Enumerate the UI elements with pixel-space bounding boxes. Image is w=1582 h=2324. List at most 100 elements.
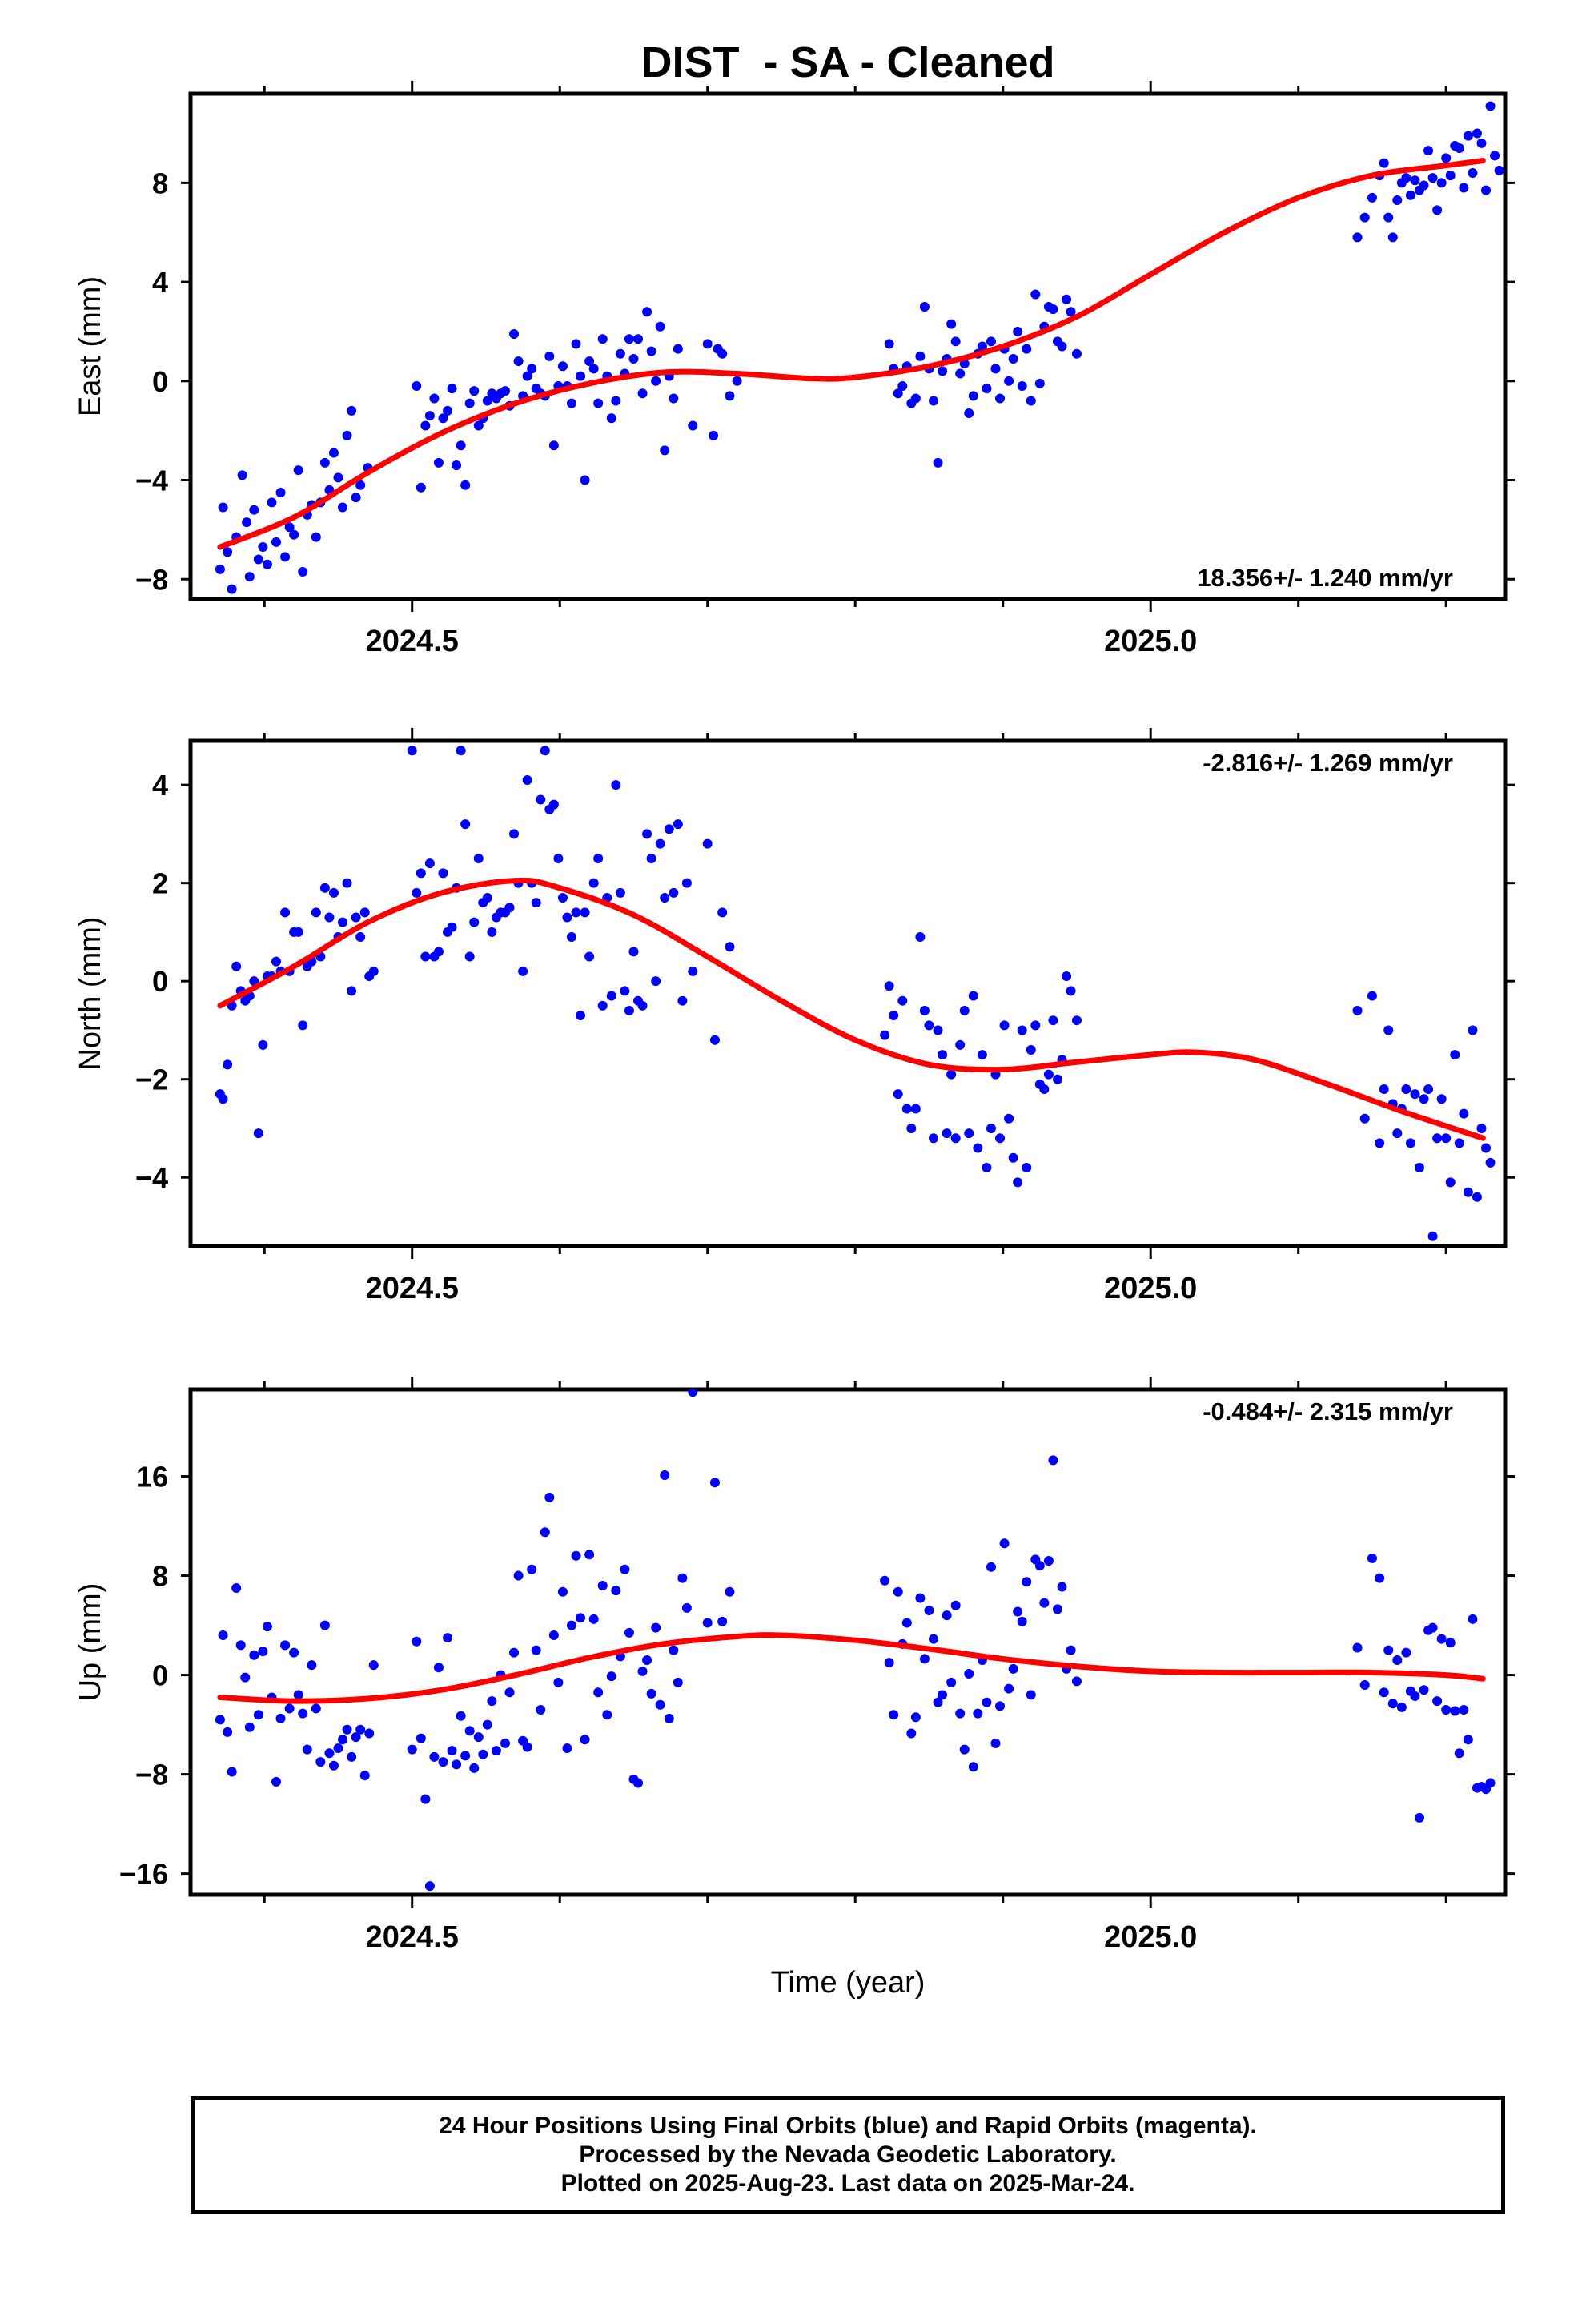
data-point [1463, 131, 1473, 141]
data-point [1445, 1638, 1456, 1648]
data-point [1387, 1699, 1398, 1709]
data-point [513, 356, 524, 367]
data-point [293, 1690, 303, 1700]
data-point [955, 368, 966, 379]
data-point [919, 302, 930, 312]
data-point [438, 413, 448, 424]
data-point [280, 1640, 291, 1651]
data-point [915, 932, 926, 943]
data-point [677, 995, 688, 1006]
data-point [464, 398, 475, 408]
data-point [906, 1728, 917, 1739]
data-point [1414, 1162, 1424, 1172]
info-line-orbits: 24 Hour Positions Using Final Orbits (bl… [439, 2113, 1257, 2139]
data-point [351, 1732, 361, 1743]
data-point [673, 1677, 683, 1687]
data-point [328, 887, 339, 898]
data-point [986, 336, 996, 347]
data-point [893, 1089, 903, 1100]
data-point [527, 364, 537, 374]
data-point [889, 1011, 899, 1021]
data-point [1026, 1690, 1036, 1700]
data-point [576, 1613, 586, 1623]
data-point [1410, 1691, 1420, 1701]
data-point [942, 1128, 952, 1139]
data-point [725, 391, 735, 401]
data-point [443, 405, 453, 416]
data-point [1026, 1044, 1036, 1055]
data-point [1476, 1123, 1487, 1133]
data-point [218, 1630, 228, 1640]
data-point [999, 1538, 1010, 1549]
y-tick-label: 0 [152, 1659, 168, 1692]
data-point [637, 1000, 648, 1011]
x-tick-label: 2024.5 [366, 625, 459, 658]
data-point [284, 1703, 295, 1714]
data-point [982, 1162, 992, 1172]
data-point [709, 1478, 720, 1488]
data-point [982, 1697, 992, 1707]
data-point [1472, 128, 1482, 139]
data-point [660, 893, 670, 903]
data-point [531, 898, 541, 908]
data-point [933, 1025, 943, 1035]
data-point [1441, 153, 1452, 163]
data-point [681, 878, 692, 888]
data-point [910, 393, 921, 404]
data-point [924, 1605, 934, 1615]
data-point [1472, 1192, 1482, 1202]
data-point [702, 838, 713, 849]
data-point [531, 1645, 541, 1655]
data-point [968, 1762, 978, 1772]
y-tick-label: 8 [152, 167, 168, 199]
data-point [548, 1630, 559, 1640]
data-point [509, 329, 520, 340]
y-axis-label: North (mm) [74, 916, 107, 1070]
data-point [522, 775, 532, 786]
data-point [1454, 143, 1464, 154]
data-point [571, 339, 581, 349]
data-point [1062, 294, 1072, 304]
data-point [420, 1794, 431, 1804]
data-point [1013, 326, 1023, 336]
data-point [1481, 1143, 1492, 1153]
data-point [271, 1776, 282, 1787]
data-point [262, 559, 272, 569]
data-point [1039, 1598, 1050, 1608]
data-point [1066, 986, 1076, 996]
data-point [433, 1663, 444, 1673]
data-point [655, 1699, 665, 1710]
data-point [223, 547, 233, 557]
data-point [1071, 348, 1082, 359]
data-point [364, 1728, 375, 1739]
data-point [576, 371, 586, 381]
data-point [995, 1133, 1006, 1144]
data-point [562, 1743, 572, 1754]
data-point [964, 1669, 974, 1679]
y-tick-label: 16 [136, 1461, 168, 1494]
data-point [1419, 1094, 1429, 1104]
data-point [955, 1708, 966, 1719]
data-point [1013, 1177, 1023, 1188]
data-point [1026, 396, 1036, 406]
data-point [416, 1733, 426, 1743]
data-point [986, 1123, 996, 1133]
data-point [901, 1104, 912, 1114]
data-point [1441, 1133, 1452, 1144]
data-point [597, 1000, 608, 1011]
data-point [1017, 1616, 1027, 1626]
data-point [990, 1738, 1001, 1748]
data-point [717, 348, 728, 359]
data-point [412, 380, 422, 391]
data-point [562, 912, 572, 923]
data-point [407, 1744, 417, 1755]
data-point [420, 951, 431, 962]
data-point [347, 1751, 357, 1762]
data-point [669, 887, 679, 898]
data-point [651, 376, 661, 386]
data-point [311, 1703, 321, 1714]
data-point [1030, 289, 1041, 300]
data-point [1004, 376, 1014, 386]
data-point [328, 1760, 339, 1771]
